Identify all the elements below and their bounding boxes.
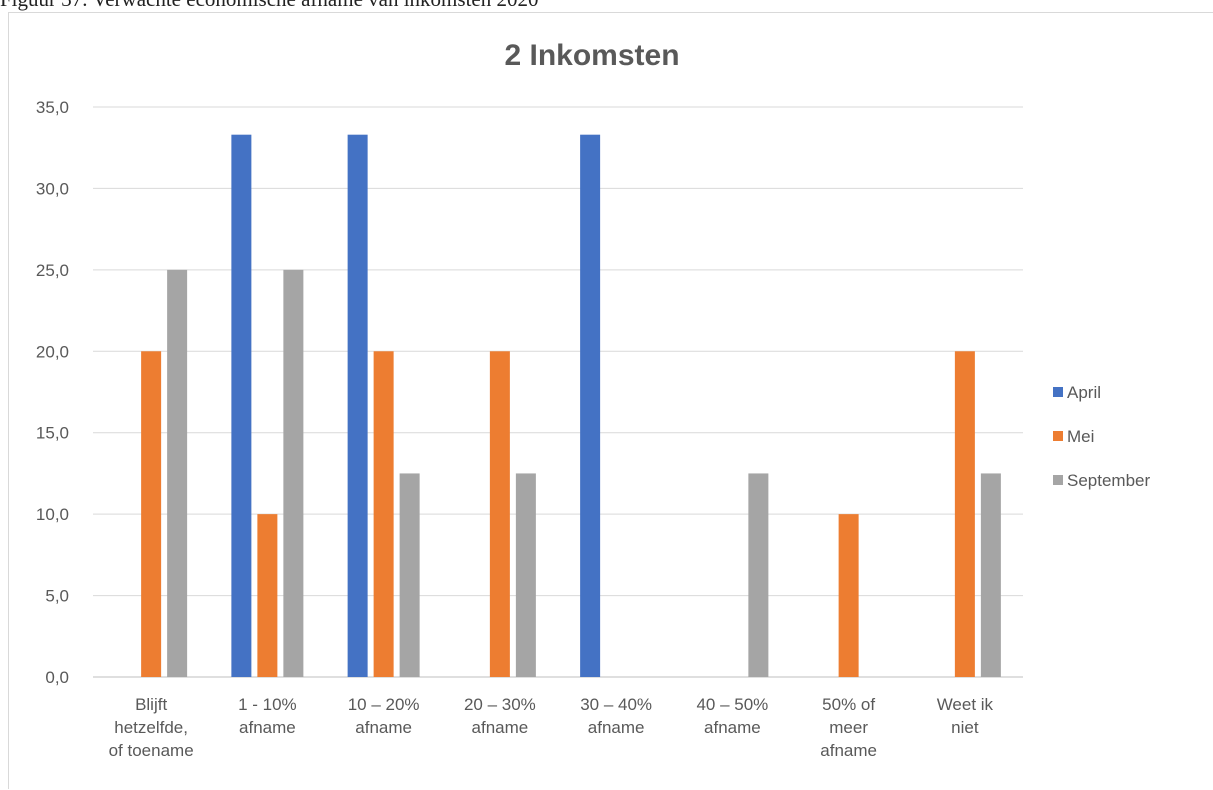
bar-mei	[373, 351, 394, 677]
bar-mei	[489, 351, 510, 677]
bar-april	[580, 134, 601, 677]
x-tick-label: 50% of meer afname	[820, 695, 877, 760]
x-tick-label: 30 – 40% afname	[580, 695, 652, 737]
y-tick-label: 10,0	[36, 505, 69, 524]
bar-mei	[838, 514, 859, 677]
x-tick-label: Weet ik niet	[937, 695, 994, 737]
bar-april	[231, 134, 252, 677]
legend-label-september: September	[1067, 471, 1150, 490]
x-tick-label: 1 - 10% afname	[238, 695, 297, 737]
x-tick-label: 10 – 20% afname	[348, 695, 420, 737]
y-tick-label: 20,0	[36, 342, 69, 361]
y-tick-label: 35,0	[36, 98, 69, 117]
y-axis-ticks: 0,0 5,0 10,0 15,0 20,0 25,0 30,0 35,0	[36, 98, 69, 687]
x-tick-label: Blijft hetzelfde, of toename	[109, 695, 194, 760]
bar-september	[399, 473, 420, 677]
legend-label-april: April	[1067, 383, 1101, 402]
bar-mei	[141, 351, 162, 677]
bar-chart: 2 Inkomsten 0,0 5,0 10,0 15,0 20,0 25,0 30,0 35…	[36, 39, 1151, 760]
y-tick-label: 25,0	[36, 261, 69, 280]
x-tick-label: 40 – 50% afname	[696, 695, 768, 737]
bar-april	[347, 134, 368, 677]
y-tick-label: 0,0	[45, 668, 69, 687]
bar-mei	[257, 514, 278, 677]
bar-mei	[954, 351, 975, 677]
x-axis-ticks: Blijft hetzelfde, of toename 1 - 10% afname 1…	[109, 695, 994, 760]
chart-title: 2 Inkomsten	[504, 39, 679, 72]
y-tick-label: 5,0	[45, 587, 69, 606]
legend-label-mei: Mei	[1067, 427, 1094, 446]
bar-september	[980, 473, 1001, 677]
figure-caption: Figuur 37. Verwachte economische afname …	[0, 0, 1213, 11]
bar-september	[748, 473, 769, 677]
legend-swatch-september	[1053, 475, 1063, 485]
chart-frame: 2 Inkomsten 0,0 5,0 10,0 15,0 20,0 25,0 30,0 35…	[8, 12, 1213, 789]
bar-september	[515, 473, 536, 677]
bar-september	[283, 269, 304, 677]
x-tick-label: 20 – 30% afname	[464, 695, 536, 737]
y-tick-label: 30,0	[36, 179, 69, 198]
legend: April Mei September	[1053, 383, 1150, 490]
legend-swatch-april	[1053, 387, 1063, 397]
bars	[141, 134, 1001, 677]
bar-september	[167, 269, 188, 677]
y-tick-label: 15,0	[36, 424, 69, 443]
legend-swatch-mei	[1053, 431, 1063, 441]
